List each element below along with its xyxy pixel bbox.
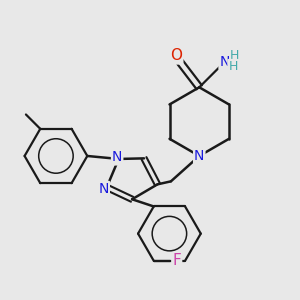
Text: N: N (220, 55, 230, 69)
Text: H: H (230, 50, 239, 62)
Text: N: N (112, 151, 122, 164)
Text: N: N (194, 149, 205, 163)
Text: N: N (98, 182, 109, 196)
Text: O: O (170, 48, 182, 63)
Text: H: H (228, 60, 238, 73)
Text: F: F (172, 253, 181, 268)
